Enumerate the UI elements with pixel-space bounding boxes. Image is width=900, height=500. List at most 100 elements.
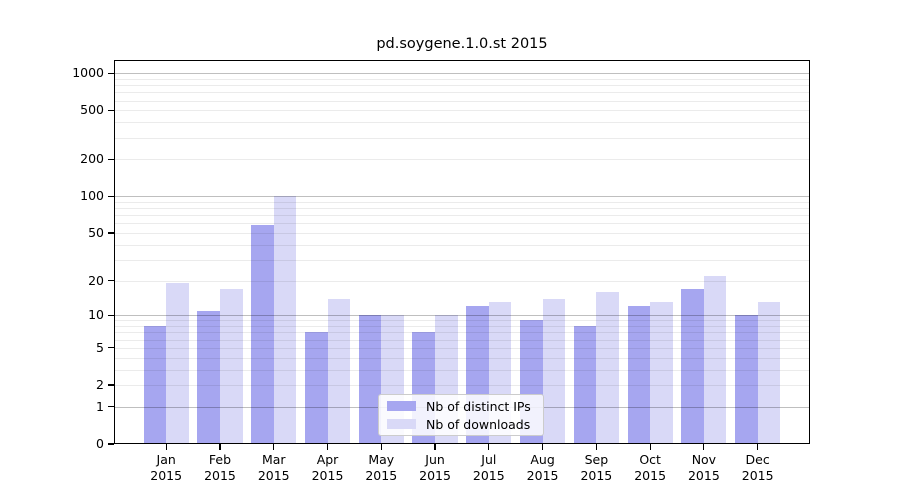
y-tick-label: 0 — [96, 436, 104, 451]
x-tick-year: 2015 — [311, 468, 344, 483]
x-tick-year: 2015 — [687, 468, 720, 483]
bar-distinct-ips-nov — [681, 288, 704, 444]
x-tick-label-may: May 2015 — [349, 452, 413, 484]
x-tick-label-dec: Dec 2015 — [726, 452, 790, 484]
x-tick-month: Jan — [156, 452, 176, 467]
y-tick-mark — [108, 347, 114, 349]
bar-distinct-ips-mar — [251, 225, 274, 444]
x-tick-year: 2015 — [634, 468, 667, 483]
y-tick-label: 200 — [80, 151, 104, 167]
x-tick-label-feb: Feb 2015 — [188, 452, 252, 484]
bar-distinct-ips-may — [358, 315, 382, 444]
x-tick-mark — [434, 444, 436, 450]
y-tick-mark — [108, 158, 114, 160]
x-tick-label-nov: Nov 2015 — [672, 452, 736, 484]
x-tick-month: Oct — [639, 452, 661, 467]
x-tick-mark — [380, 444, 382, 450]
gridline-minor — [114, 137, 810, 139]
x-tick-month: Jul — [481, 452, 497, 467]
legend-swatch-distinct-ips — [387, 401, 416, 411]
y-tick-mark — [108, 406, 114, 408]
legend: Nb of distinct IPs Nb of downloads — [378, 394, 544, 436]
y-tick-mark — [108, 109, 114, 111]
gridline-minor — [114, 326, 810, 328]
y-tick-mark — [108, 314, 114, 316]
x-tick-mark — [326, 444, 329, 450]
x-tick-month: Dec — [745, 452, 770, 467]
bar-distinct-ips-feb — [197, 310, 220, 444]
bar-distinct-ips-dec — [735, 315, 758, 444]
gridline-minor — [114, 208, 810, 210]
gridline-minor — [114, 385, 810, 387]
bar-downloads-dec — [757, 302, 781, 444]
x-tick-year: 2015 — [150, 468, 183, 483]
x-tick-year: 2015 — [580, 468, 613, 483]
gridline-minor — [114, 280, 810, 282]
x-tick-mark — [703, 444, 705, 450]
bar-downloads-jan — [166, 283, 189, 444]
x-tick-year: 2015 — [365, 468, 398, 483]
gridline-major — [114, 196, 810, 198]
x-tick-month: Sep — [584, 452, 609, 467]
gridline-minor — [114, 201, 810, 203]
x-tick-year: 2015 — [472, 468, 505, 483]
gridline-minor — [114, 259, 810, 261]
bar-distinct-ips-apr — [304, 332, 328, 444]
y-tick-mark — [108, 443, 114, 445]
gridline-minor — [114, 92, 810, 94]
x-tick-label-jul: Jul 2015 — [457, 452, 521, 484]
gridline-minor — [114, 223, 810, 225]
y-tick-mark — [108, 232, 114, 234]
x-tick-label-jan: Jan 2015 — [134, 452, 198, 484]
y-tick-mark — [108, 384, 114, 386]
x-tick-label-jun: Jun 2015 — [403, 452, 467, 484]
gridline-minor — [114, 159, 810, 161]
y-tick-mark — [108, 72, 114, 74]
y-tick-mark — [108, 279, 114, 282]
plot-area — [114, 60, 810, 444]
gridline-minor — [114, 357, 810, 359]
x-tick-month: Nov — [691, 452, 717, 467]
y-tick-mark — [108, 195, 114, 197]
x-tick-label-oct: Oct 2015 — [618, 452, 682, 484]
gridline-minor — [114, 347, 810, 349]
x-tick-mark — [541, 444, 544, 450]
gridline-minor — [114, 110, 810, 112]
legend-row-distinct-ips: Nb of distinct IPs — [379, 397, 543, 415]
y-tick-label: 1000 — [72, 65, 104, 81]
y-tick-label: 1 — [96, 398, 104, 414]
y-tick-label: 5 — [96, 339, 104, 355]
x-tick-year: 2015 — [204, 468, 236, 483]
x-tick-year: 2015 — [257, 468, 290, 483]
bar-downloads-apr — [327, 298, 351, 444]
x-tick-mark — [273, 444, 275, 450]
x-tick-mark — [757, 444, 759, 450]
bar-downloads-feb — [219, 288, 243, 444]
x-tick-year: 2015 — [419, 468, 451, 483]
bar-distinct-ips-oct — [627, 306, 651, 444]
x-tick-label-aug: Aug 2015 — [511, 452, 575, 484]
legend-row-downloads: Nb of downloads — [379, 415, 543, 433]
y-tick-label: 20 — [88, 272, 104, 288]
y-tick-label: 10 — [88, 307, 104, 323]
legend-label-distinct-ips: Nb of distinct IPs — [426, 398, 531, 414]
x-tick-mark — [595, 444, 597, 450]
x-tick-label-apr: Apr 2015 — [296, 452, 360, 484]
chart-title: pd.soygene.1.0.st 2015 — [376, 36, 548, 52]
gridline-major — [114, 73, 810, 75]
gridline-minor — [114, 100, 810, 102]
x-tick-label-sep: Sep 2015 — [564, 452, 628, 484]
gridline-minor — [114, 369, 810, 371]
gridline-minor — [114, 78, 810, 80]
x-tick-month: Feb — [208, 452, 232, 467]
gridline-minor — [114, 339, 810, 341]
gridline-minor — [114, 85, 810, 87]
gridline-minor — [114, 320, 810, 322]
bar-downloads-oct — [650, 302, 673, 444]
y-tick-label: 100 — [80, 188, 104, 204]
x-tick-label-mar: Mar 2015 — [242, 452, 306, 484]
x-tick-year: 2015 — [526, 468, 559, 483]
x-tick-mark — [649, 444, 651, 450]
y-tick-label: 500 — [80, 102, 104, 118]
